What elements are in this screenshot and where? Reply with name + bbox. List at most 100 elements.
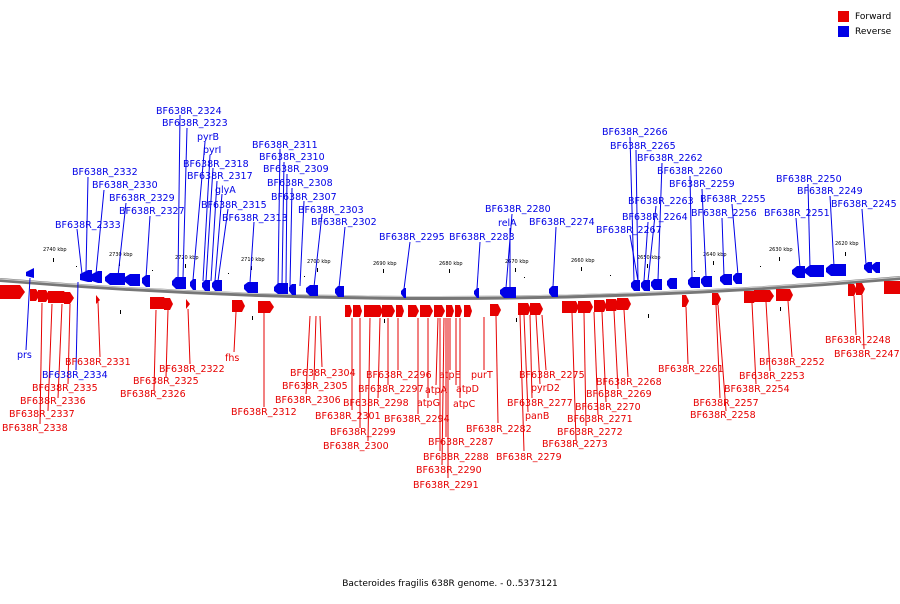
reverse-gene: [667, 278, 677, 289]
forward-gene: [258, 301, 274, 313]
gene-label: atpG: [417, 398, 440, 409]
forward-gene: [364, 305, 383, 317]
gene-label: BF638R_2291: [413, 480, 479, 491]
gene-label: BF638R_2308: [267, 178, 333, 189]
forward-gene: [408, 305, 419, 317]
gene-label: atpE: [439, 370, 461, 381]
leader-line: [165, 309, 169, 378]
leader-line: [535, 314, 541, 385]
ruler-dot: [760, 266, 761, 267]
gene-label: BF638R_2318: [183, 159, 249, 170]
gene-label: BF638R_2251: [764, 208, 830, 219]
gene-label: atpD: [456, 384, 479, 395]
gene-label: BF638R_2282: [466, 424, 532, 435]
reverse-gene-labels: BF638R_2324 BF638R_2323 pyrB pyrI BF638R…: [17, 106, 897, 381]
gene-label: BF638R_2280: [485, 204, 551, 215]
leader-line: [319, 315, 323, 368]
gene-label: BF638R_2310: [259, 152, 325, 163]
gene-label: BF638R_2302: [311, 217, 377, 228]
forward-gene: [345, 305, 352, 317]
ruler-dot: [694, 271, 695, 272]
ruler-dot: [304, 276, 305, 277]
leader-line: [523, 314, 529, 413]
ruler-dots: [76, 266, 781, 323]
leader-line: [192, 141, 206, 281]
gene-label: BF638R_2295: [379, 232, 445, 243]
gene-label: BF638R_2269: [586, 389, 652, 400]
forward-gene: [562, 301, 579, 313]
ruler-dot: [780, 307, 781, 311]
leader-line: [853, 295, 857, 336]
scale-tick: [185, 264, 186, 268]
forward-gene: [464, 305, 472, 317]
gene-label: BF638R_2266: [602, 127, 668, 138]
forward-gene: [446, 305, 454, 317]
gene-label: BF638R_2259: [669, 179, 735, 190]
leader-line: [85, 176, 89, 273]
gene-label: BF638R_2309: [263, 164, 329, 175]
scale-tick: [53, 258, 54, 262]
leader-line: [205, 167, 214, 282]
scale-tick: [713, 261, 714, 265]
ruler-dot: [610, 275, 611, 276]
scale-tick-label: 2720 kbp: [175, 255, 199, 261]
forward-gene: [848, 284, 857, 296]
leader-line: [187, 308, 191, 365]
gene-label: pyrD2: [531, 383, 560, 394]
forward-gene: [30, 289, 40, 301]
reverse-gene: [142, 275, 150, 287]
leader-line: [721, 217, 725, 277]
forward-gene: [518, 303, 531, 315]
leader-line: [689, 175, 693, 279]
reverse-gene: [306, 285, 318, 296]
forward-gene: [48, 291, 68, 303]
reverse-swatch: [838, 26, 849, 37]
gene-label: BF638R_2273: [542, 439, 608, 450]
gene-label: BF638R_2334: [42, 370, 108, 381]
gene-label: BF638R_2311: [252, 140, 318, 151]
reverse-gene: [864, 262, 872, 273]
forward-swatch: [838, 11, 849, 22]
reverse-gene: [26, 268, 34, 278]
leader-line: [623, 309, 629, 378]
legend-item-reverse: Reverse: [838, 24, 891, 39]
gene-label: BF638R_2265: [610, 141, 676, 152]
gene-label: BF638R_2301: [315, 411, 381, 422]
reverse-gene: [500, 287, 516, 298]
reverse-gene: [826, 264, 846, 276]
reverse-gene: [701, 276, 712, 287]
scale-tick-label: 2630 kbp: [769, 247, 793, 253]
gene-label: BF638R_2275: [519, 370, 585, 381]
leader-line: [403, 241, 411, 290]
gene-label: prs: [17, 350, 32, 361]
forward-gene: [578, 301, 593, 313]
scale-tick: [449, 269, 450, 273]
ruler-dot: [524, 277, 525, 278]
gene-label: BF638R_2249: [797, 186, 863, 197]
leader-line: [647, 205, 657, 282]
reverse-gene: [733, 273, 742, 284]
forward-gene: [490, 304, 501, 316]
gene-label: BF638R_2326: [120, 389, 186, 400]
leader-line: [76, 228, 83, 275]
gene-label: BF638R_2325: [133, 376, 199, 387]
leader-line: [299, 200, 305, 287]
gene-label: BF638R_2254: [724, 384, 790, 395]
legend-item-forward: Forward: [838, 9, 891, 24]
legend-label-forward: Forward: [855, 11, 892, 22]
forward-gene: [776, 289, 793, 301]
leader-line: [715, 304, 721, 399]
leader-line: [57, 303, 63, 399]
gene-label: BF638R_2261: [658, 364, 724, 375]
leader-line: [338, 226, 346, 289]
leader-line: [635, 149, 639, 282]
reverse-gene: [872, 262, 880, 273]
gene-label: BF638R_2331: [65, 357, 131, 368]
leader-line: [285, 173, 288, 286]
gene-label: BF638R_2283: [449, 232, 515, 243]
scale-tick-label: 2700 kbp: [307, 259, 331, 265]
gene-label: BF638R_2299: [330, 427, 396, 438]
gene-label: panB: [525, 411, 549, 422]
gene-label: glyA: [215, 185, 236, 196]
